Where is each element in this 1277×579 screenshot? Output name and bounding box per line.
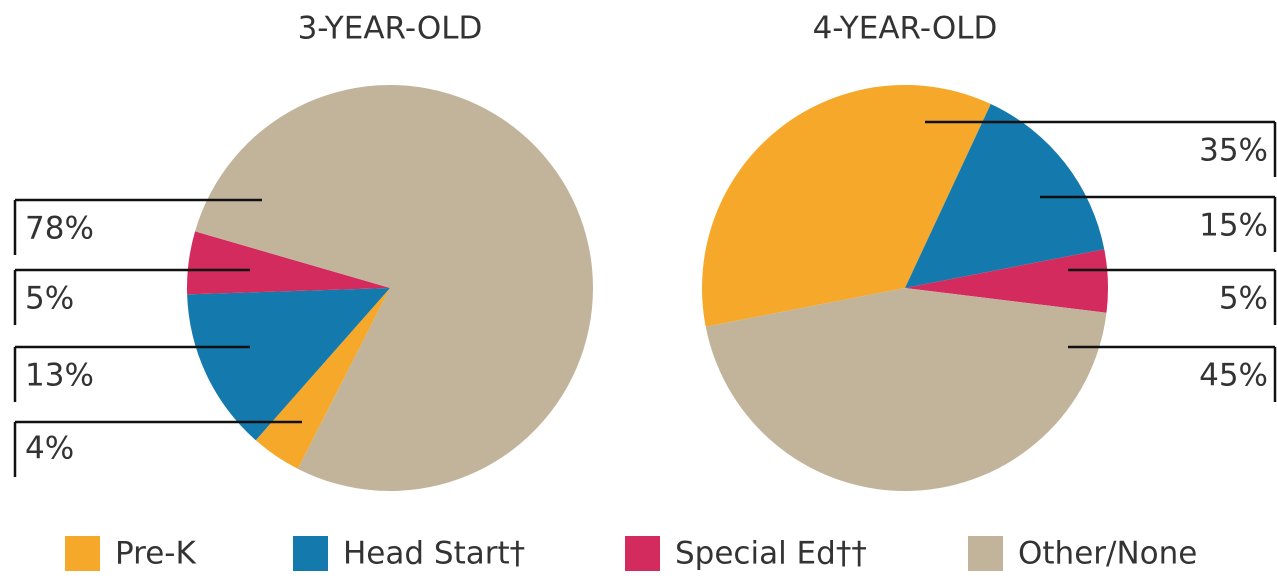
leader-line <box>1068 268 1277 325</box>
pie-slice <box>187 231 390 295</box>
leader-line <box>1040 195 1277 252</box>
value-label: 15% <box>1199 208 1268 244</box>
value-label: 13% <box>25 358 94 394</box>
value-label: 5% <box>25 281 74 317</box>
legend-label: Special Ed†† <box>675 536 867 572</box>
legend-swatch <box>65 536 100 571</box>
pie-slice <box>905 249 1108 313</box>
pie-slice <box>705 288 1107 491</box>
value-label: 45% <box>1199 358 1268 394</box>
pie-slice <box>187 288 390 441</box>
legend-swatch <box>968 536 1003 571</box>
leader-line <box>13 345 250 402</box>
leader-line <box>13 198 262 255</box>
leader-line <box>13 420 302 477</box>
leader-line <box>925 120 1277 177</box>
leader-line <box>13 268 250 325</box>
pie-slice <box>701 85 991 327</box>
legend-swatch <box>293 536 328 571</box>
value-label: 35% <box>1199 133 1268 169</box>
legend-label: Other/None <box>1018 536 1197 572</box>
chart-title: 3-YEAR-OLD <box>298 11 483 47</box>
pie-slice <box>905 104 1105 288</box>
value-label: 78% <box>25 211 94 247</box>
pie-slice <box>195 84 594 491</box>
leader-line <box>1068 345 1277 402</box>
legend-label: Pre-K <box>115 536 196 572</box>
legend-label: Head Start† <box>343 536 525 572</box>
value-label: 5% <box>1219 281 1268 317</box>
chart-title: 4-YEAR-OLD <box>813 11 998 47</box>
legend-swatch <box>625 536 660 571</box>
pie-slice <box>255 288 390 469</box>
value-label: 4% <box>25 431 74 467</box>
